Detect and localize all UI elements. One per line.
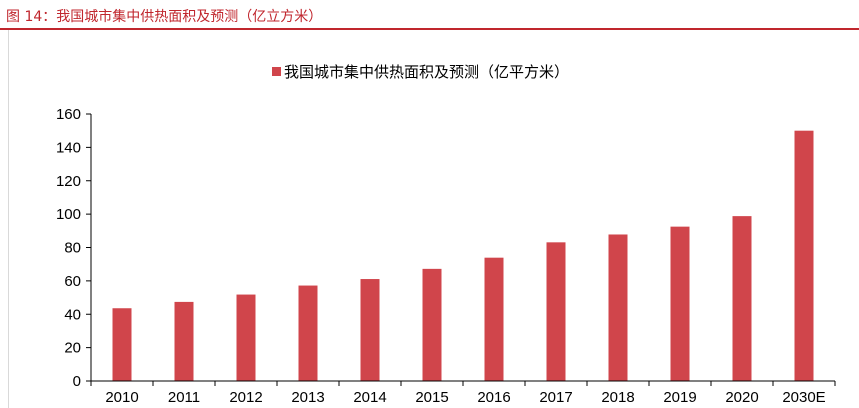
y-tick-label: 60 <box>64 273 81 290</box>
figure-title: 图 14：我国城市集中供热面积及预测（亿立方米） <box>6 9 323 25</box>
y-tick-label: 40 <box>64 306 81 323</box>
y-tick-label: 160 <box>56 106 81 123</box>
bar-2016 <box>484 257 504 381</box>
bar-2010 <box>112 308 132 381</box>
chart-legend: 我国城市集中供热面积及预测（亿平方米） <box>272 63 569 81</box>
x-tick-label: 2011 <box>168 389 200 406</box>
bar-2014 <box>360 279 380 381</box>
x-tick-label: 2019 <box>663 389 696 406</box>
x-tick-label: 2016 <box>477 389 510 406</box>
x-tick-label: 2012 <box>229 389 262 406</box>
x-tick-label: 2017 <box>539 389 572 406</box>
x-tick-label: 2010 <box>105 389 138 406</box>
y-tick-label: 0 <box>73 373 81 390</box>
bar-2019 <box>670 226 690 381</box>
left-rule <box>8 30 9 408</box>
bar-2011 <box>174 301 194 381</box>
bar-2020 <box>732 216 752 381</box>
bar-2030E <box>794 130 814 381</box>
y-tick-label: 80 <box>64 240 81 257</box>
y-tick-label: 140 <box>56 139 81 156</box>
x-tick-label: 2020 <box>725 389 758 406</box>
figure-header: 图 14：我国城市集中供热面积及预测（亿立方米） <box>0 0 859 30</box>
y-tick-label: 120 <box>56 173 81 190</box>
bars <box>112 130 814 381</box>
x-tick-label: 2018 <box>601 389 634 406</box>
bar-2015 <box>422 268 442 381</box>
legend-swatch <box>272 67 281 76</box>
x-tick-label: 2013 <box>291 389 324 406</box>
x-tick-label: 2015 <box>415 389 448 406</box>
y-tick-label: 100 <box>56 206 81 223</box>
bar-2017 <box>546 242 566 381</box>
bar-2013 <box>298 285 318 381</box>
legend-label: 我国城市集中供热面积及预测（亿平方米） <box>284 63 569 81</box>
bar-2018 <box>608 234 628 381</box>
x-tick-label: 2030E <box>782 389 825 406</box>
y-axis: 0 20 40 60 80 100 120 140 160 <box>56 106 92 390</box>
bar-2012 <box>236 294 256 381</box>
x-axis: 2010 2011 2012 2013 2014 2015 2016 2017 2018 2019… <box>90 380 836 406</box>
x-tick-label: 2014 <box>353 389 386 406</box>
y-tick-label: 20 <box>64 340 81 357</box>
